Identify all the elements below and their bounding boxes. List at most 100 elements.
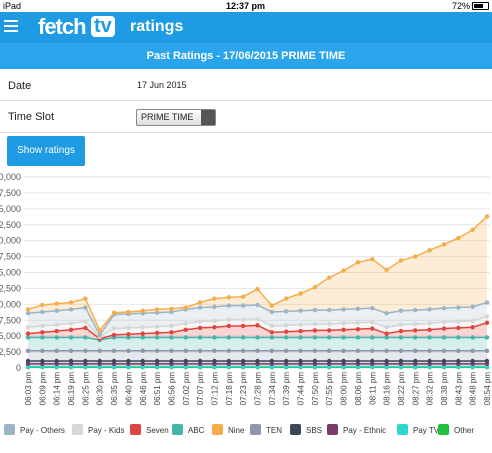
point: [413, 335, 418, 340]
point: [111, 326, 117, 331]
point: [441, 335, 447, 340]
point: [212, 296, 217, 301]
point: [269, 303, 275, 308]
x-tick-label: 06:46 pm: [139, 372, 148, 406]
legend-item: ABC: [172, 424, 205, 435]
point: [355, 335, 361, 340]
legend-swatch: [397, 424, 408, 435]
x-tick-label: 06:14 pm: [53, 372, 62, 406]
point: [212, 335, 217, 340]
date-row: Date 17 Jun 2015: [0, 69, 492, 101]
point: [384, 358, 389, 364]
x-tick-label: 07:44 pm: [297, 372, 306, 406]
point: [83, 305, 88, 310]
point: [441, 326, 447, 331]
y-tick-label: 27,500: [0, 188, 21, 198]
area: [28, 216, 487, 335]
legend-item: Pay - Ethnic: [327, 424, 386, 435]
select-arrow: [201, 110, 215, 125]
point: [413, 348, 418, 354]
x-tick-label: 07:12 pm: [210, 372, 219, 406]
legend-item: Other: [438, 424, 474, 435]
point: [370, 348, 375, 354]
point: [226, 323, 232, 329]
logo-box: tv: [91, 16, 115, 37]
point: [83, 358, 88, 364]
point: [126, 348, 131, 354]
x-tick-label: 06:30 pm: [96, 372, 105, 406]
menu-icon[interactable]: [4, 20, 18, 32]
point: [269, 309, 275, 315]
point: [140, 335, 145, 340]
x-tick-label: 08:32 pm: [426, 372, 435, 406]
point: [456, 305, 461, 310]
date-value[interactable]: 17 Jun 2015: [137, 80, 187, 90]
date-label: Date: [8, 80, 32, 92]
point: [240, 317, 246, 322]
point: [97, 358, 102, 364]
point: [327, 328, 332, 333]
point: [97, 328, 102, 333]
point: [327, 335, 332, 340]
point: [355, 320, 361, 325]
point: [169, 306, 174, 311]
point: [154, 330, 160, 336]
point: [111, 348, 117, 354]
point: [212, 358, 217, 364]
x-tick-label: 06:51 pm: [153, 372, 162, 406]
clock: 12:37 pm: [226, 1, 266, 11]
legend-label: Other: [454, 426, 474, 435]
point: [298, 291, 303, 296]
point: [111, 332, 117, 338]
point: [484, 214, 490, 219]
point: [255, 316, 260, 322]
point: [40, 323, 45, 329]
point: [25, 358, 31, 364]
point: [97, 348, 102, 354]
battery-fill: [474, 4, 483, 8]
point: [154, 358, 160, 364]
legend-swatch: [250, 424, 261, 435]
point: [226, 358, 232, 364]
x-tick-label: 08:00 pm: [340, 372, 349, 406]
point: [83, 335, 88, 340]
point: [427, 327, 432, 332]
x-tick-label: 07:23 pm: [239, 372, 248, 406]
point: [25, 307, 31, 312]
point: [355, 348, 361, 354]
point: [470, 358, 475, 364]
point: [212, 348, 217, 354]
x-tick-label: 06:56 pm: [167, 372, 176, 406]
point: [154, 324, 160, 329]
show-button[interactable]: Show ratings: [7, 136, 85, 166]
point: [126, 335, 131, 340]
x-tick-label: 06:03 pm: [24, 372, 33, 406]
point: [427, 248, 432, 253]
legend-swatch: [4, 424, 15, 435]
legend-swatch: [130, 424, 141, 435]
x-tick-label: 06:40 pm: [124, 372, 133, 406]
x-tick-label: 08:43 pm: [454, 372, 463, 406]
point: [40, 309, 45, 315]
point: [441, 305, 447, 311]
legend-label: ABC: [188, 426, 205, 435]
legend-label: Pay - Others: [20, 426, 65, 435]
x-tick-label: 08:27 pm: [411, 372, 420, 406]
point: [370, 305, 375, 311]
point: [68, 307, 74, 312]
slot-select[interactable]: PRIME TIME: [136, 109, 216, 126]
point: [197, 305, 203, 310]
slot-row: Time Slot PRIME TIME: [0, 101, 492, 133]
y-tick-label: 22,500: [0, 220, 21, 230]
point: [269, 323, 275, 329]
legend-item: Pay - Kids: [72, 424, 124, 435]
point: [111, 310, 117, 315]
point: [298, 335, 303, 340]
y-tick-label: 0: [16, 363, 21, 373]
point: [226, 317, 232, 322]
point: [413, 307, 418, 313]
point: [169, 358, 174, 364]
point: [197, 358, 203, 364]
slot-value: PRIME TIME: [141, 112, 194, 122]
x-tick-label: 07:18 pm: [225, 372, 234, 406]
